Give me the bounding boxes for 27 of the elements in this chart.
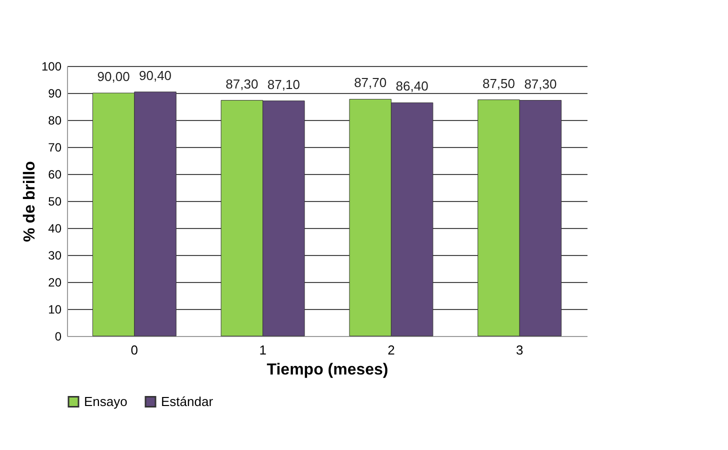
data-label: 90,40 <box>139 68 172 83</box>
data-label: 90,00 <box>97 69 130 84</box>
y-tick-label: 70 <box>48 140 62 154</box>
data-label: 87,50 <box>482 76 515 91</box>
data-label: 87,30 <box>524 76 557 92</box>
data-label: 87,30 <box>226 76 258 92</box>
y-tick-label: 80 <box>48 114 62 128</box>
x-tick-label: 2 <box>388 342 395 358</box>
x-tick-label: 1 <box>259 342 266 358</box>
y-tick-label: 100 <box>41 60 62 74</box>
y-tick-label: 50 <box>48 194 62 208</box>
y-tick-label: 40 <box>48 222 62 236</box>
y-tick-label: 30 <box>48 248 62 262</box>
x-axis-title: Tiempo (meses) <box>266 362 388 378</box>
data-label: 87,10 <box>267 76 300 92</box>
data-label: 86,40 <box>396 78 428 94</box>
x-tick-label: 0 <box>130 342 138 358</box>
y-tick-label: 20 <box>48 276 62 290</box>
x-tick-label: 3 <box>516 342 524 358</box>
data-label: 87,70 <box>354 75 387 90</box>
y-tick-label: 60 <box>48 168 62 182</box>
y-axis-title: % de brillo <box>21 160 38 242</box>
y-tick-label: 10 <box>48 302 62 316</box>
y-tick-label: 90 <box>48 86 62 100</box>
legend-label: Estándar <box>161 394 214 409</box>
y-tick-label: 0 <box>54 330 62 344</box>
legend-label: Ensayo <box>84 394 128 409</box>
